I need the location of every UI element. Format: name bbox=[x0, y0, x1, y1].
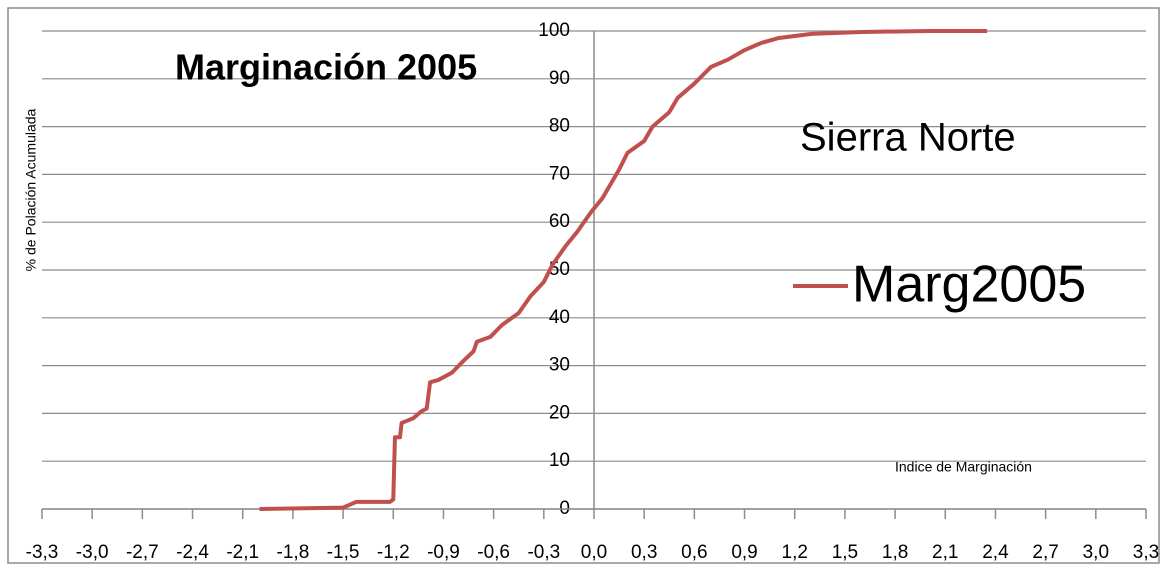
x-tick-label: 1,2 bbox=[782, 542, 808, 563]
x-tick-label: 2,1 bbox=[932, 542, 958, 563]
legend: Marg2005 bbox=[793, 256, 1086, 314]
legend-label: Marg2005 bbox=[852, 256, 1086, 314]
x-tick-label: 3,3 bbox=[1133, 542, 1159, 563]
y-tick-label: 60 bbox=[549, 211, 570, 232]
x-tick-label: 0,3 bbox=[631, 542, 657, 563]
x-tick-label: -3,0 bbox=[76, 542, 109, 563]
y-tick-label: 100 bbox=[538, 20, 570, 41]
x-axis-label: Indice de Marginación bbox=[895, 459, 1032, 475]
x-tick-label: 2,7 bbox=[1032, 542, 1058, 563]
x-tick-label: 1,5 bbox=[832, 542, 858, 563]
x-tick-label: 0,9 bbox=[731, 542, 757, 563]
x-tick-label: -2,1 bbox=[226, 542, 259, 563]
y-tick-label: 30 bbox=[549, 355, 570, 376]
x-tick-label: -0,9 bbox=[427, 542, 460, 563]
y-axis-label: % de Polación Acumulada bbox=[23, 108, 39, 271]
x-tick-label: -1,5 bbox=[327, 542, 360, 563]
chart-border bbox=[7, 7, 1160, 564]
y-tick-label: 80 bbox=[549, 116, 570, 137]
x-tick-label: -0,6 bbox=[477, 542, 510, 563]
annotation: Sierra Norte bbox=[800, 116, 1016, 160]
x-tick-label: -3,3 bbox=[26, 542, 59, 563]
y-tick-label: 90 bbox=[549, 68, 570, 89]
marks bbox=[259, 29, 988, 511]
y-tick-label: 20 bbox=[549, 402, 570, 423]
y-tick-label: 10 bbox=[549, 450, 570, 471]
x-tick-label: -1,8 bbox=[277, 542, 310, 563]
chart-title: Marginación 2005 bbox=[175, 47, 477, 88]
x-tick-label: 1,8 bbox=[882, 542, 908, 563]
x-tick-label: 3,0 bbox=[1083, 542, 1109, 563]
x-tick-label: 2,4 bbox=[982, 542, 1009, 563]
x-tick-label: 0,6 bbox=[681, 542, 707, 563]
y-tick-label: 40 bbox=[549, 307, 570, 328]
data-line bbox=[259, 29, 988, 511]
x-tick-label: -2,4 bbox=[176, 542, 209, 563]
x-tick-label: -2,7 bbox=[126, 542, 159, 563]
x-tick-label: -1,2 bbox=[377, 542, 410, 563]
y-tick-label: 70 bbox=[549, 163, 570, 184]
x-tick-label: -0,3 bbox=[527, 542, 560, 563]
x-tick-label: 0,0 bbox=[581, 542, 607, 563]
